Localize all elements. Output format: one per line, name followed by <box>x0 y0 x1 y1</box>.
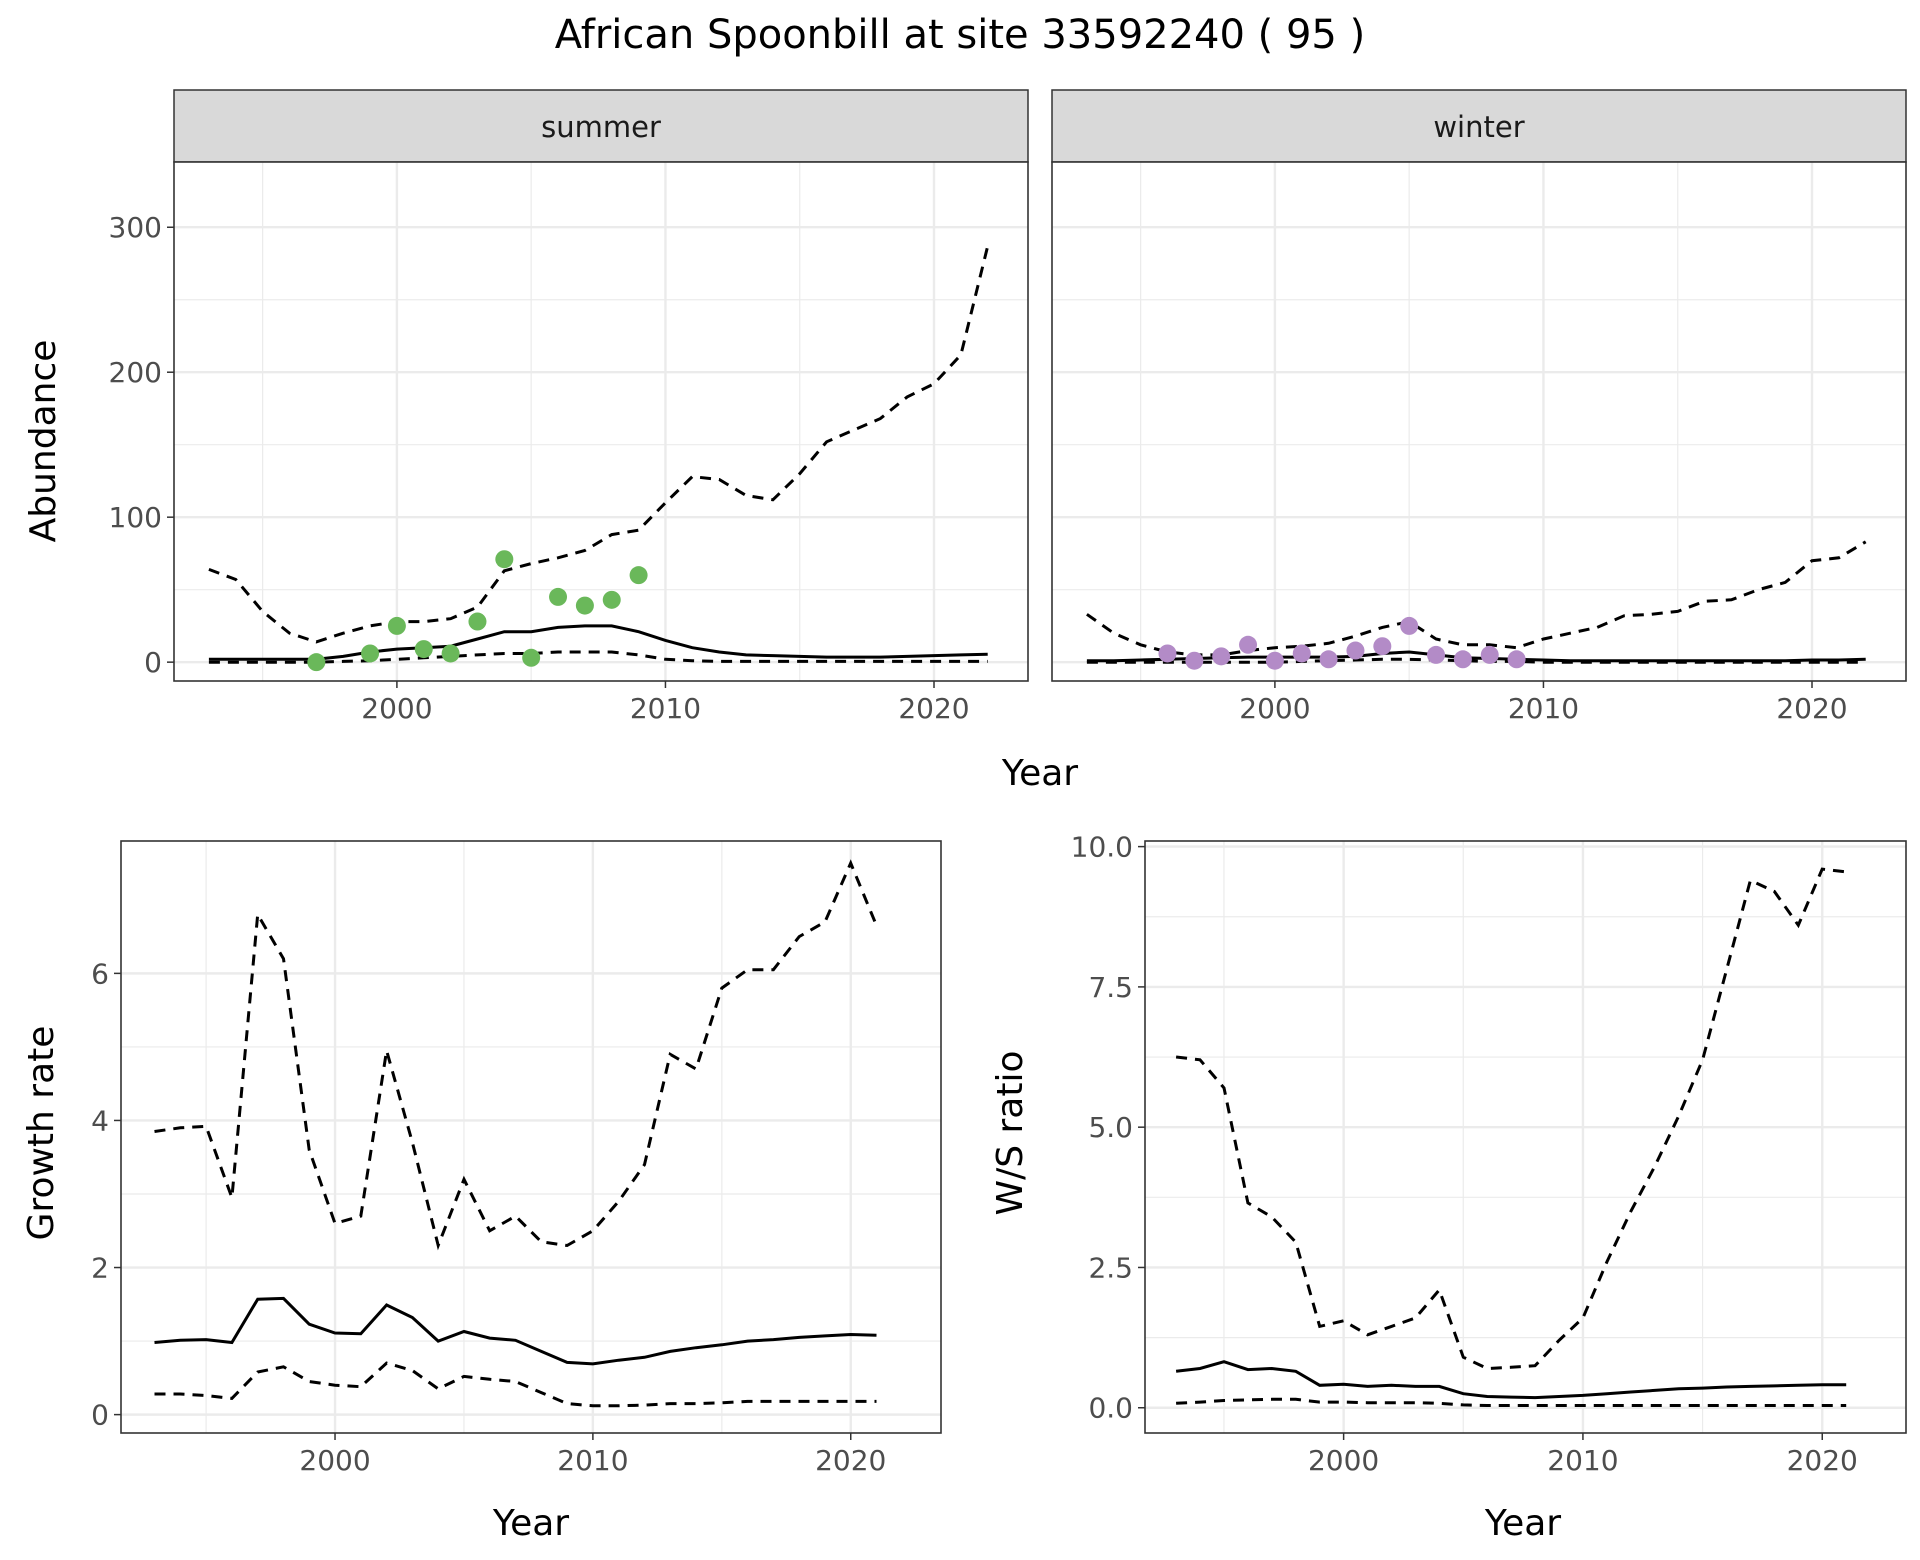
winter-panel: winter 2000 2010 2020 <box>1051 89 1907 725</box>
x-tick-label: 2020 <box>1787 1444 1858 1477</box>
y-tick-label: 100 <box>109 501 162 534</box>
growth-xlabel: Year <box>492 1503 569 1544</box>
observed-point <box>1265 651 1284 670</box>
mean-line <box>154 1296 877 1366</box>
observed-point <box>1507 650 1526 669</box>
observed-point <box>468 612 487 631</box>
x-tick-label: 2000 <box>1308 1444 1379 1477</box>
y-tick-label: 6 <box>91 957 109 990</box>
abundance-ylabel: Abundance <box>23 340 64 543</box>
abundance-xlabel: Year <box>1001 753 1078 794</box>
observed-point <box>441 644 460 663</box>
observed-point <box>1292 644 1311 663</box>
observed-point <box>575 596 594 615</box>
observed-point <box>1427 645 1446 664</box>
chart-title: African Spoonbill at site 33592240 ( 95 … <box>555 12 1365 58</box>
plot-border <box>1051 161 1907 682</box>
observed-point <box>1373 637 1392 656</box>
y-tick-label: 2 <box>91 1252 109 1285</box>
observed-point <box>1453 650 1472 669</box>
summer-strip-label: summer <box>541 110 661 144</box>
observed-point <box>1319 650 1338 669</box>
ratio-xlabel: Year <box>1484 1503 1561 1544</box>
ratio-panel: 2000 2010 2020 0.0 2.5 5.0 7.5 10.0 <box>1071 831 1907 1477</box>
observed-point <box>1239 635 1258 654</box>
summer-strip <box>173 89 1029 163</box>
y-tick-label: 4 <box>91 1104 109 1137</box>
lower-ci-line <box>208 650 988 664</box>
observed-point <box>602 590 621 609</box>
lower-ci-line <box>1176 1397 1847 1407</box>
y-tick-label: 300 <box>109 211 162 244</box>
observed-point <box>1480 645 1499 664</box>
y-tick-label: 0.0 <box>1088 1392 1133 1425</box>
plot-background <box>1145 841 1906 1433</box>
observed-point <box>1212 647 1231 666</box>
x-tick-label: 2000 <box>299 1444 370 1477</box>
observed-point <box>1185 651 1204 670</box>
y-tick-label: 0 <box>91 1399 109 1432</box>
x-tick-label: 2010 <box>557 1444 628 1477</box>
x-tick-label: 2000 <box>1239 692 1310 725</box>
winter-strip <box>1051 89 1907 163</box>
plot-border <box>1144 840 1907 1434</box>
x-tick-label: 2020 <box>1776 692 1847 725</box>
observed-point <box>1346 641 1365 660</box>
observed-point <box>629 566 648 585</box>
x-tick-label: 2020 <box>815 1444 886 1477</box>
observed-point <box>1158 644 1177 663</box>
x-tick-label: 2010 <box>630 692 701 725</box>
plot-background <box>1052 162 1906 681</box>
upper-ci-line <box>208 245 990 644</box>
observed-point <box>1400 616 1419 635</box>
y-tick-label: 2.5 <box>1088 1251 1133 1284</box>
x-tick-label: 2010 <box>1547 1444 1618 1477</box>
observed-point <box>307 653 326 672</box>
winter-strip-label: winter <box>1433 110 1524 144</box>
plot-border <box>173 161 1029 682</box>
x-tick-label: 2020 <box>898 692 969 725</box>
plot-background <box>121 841 941 1433</box>
upper-ci-line <box>1175 867 1847 1371</box>
x-tick-label: 2010 <box>1508 692 1579 725</box>
growth-ylabel: Growth rate <box>21 1026 62 1241</box>
x-tick-label: 2000 <box>361 692 432 725</box>
ratio-ylabel: W/S ratio <box>990 1050 1031 1215</box>
y-tick-label: 5.0 <box>1088 1111 1133 1144</box>
plot-border <box>120 840 942 1434</box>
upper-ci-line <box>154 859 878 1251</box>
y-tick-label: 10.0 <box>1071 831 1133 864</box>
growth-panel: 2000 2010 2020 0 2 4 6 <box>91 840 942 1477</box>
summer-panel: summer 2000 2010 2020 0 100 200 300 <box>109 89 1029 725</box>
mean-line <box>208 624 988 661</box>
y-tick-label: 7.5 <box>1088 971 1133 1004</box>
y-tick-label: 200 <box>109 356 162 389</box>
observed-point <box>549 587 568 606</box>
observed-point <box>495 550 514 569</box>
plot-background <box>174 162 1028 681</box>
observed-point <box>361 644 380 663</box>
observed-point <box>522 648 541 667</box>
mean-line <box>1175 1360 1847 1400</box>
observed-point <box>414 640 433 659</box>
observed-point <box>387 616 406 635</box>
y-tick-label: 0 <box>144 646 162 679</box>
